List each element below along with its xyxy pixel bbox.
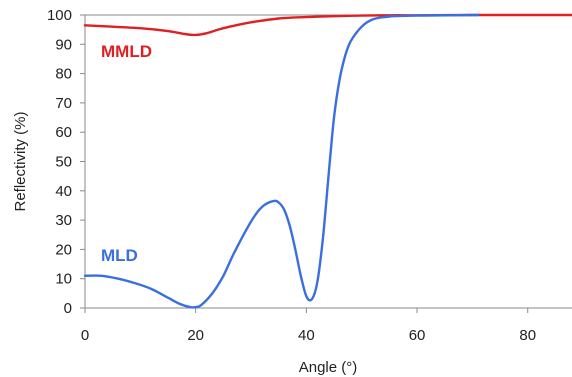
y-tick-label: 30 xyxy=(55,212,72,229)
x-tick-label: 80 xyxy=(519,327,536,344)
axes: 0 10 20 30 40 50 60 70 80 90 100 0 20 40 60 80 xyxy=(47,7,572,344)
y-tick-label: 50 xyxy=(55,154,72,171)
x-tick-label: 0 xyxy=(81,327,89,344)
y-tick-label: 10 xyxy=(55,271,72,288)
series-label-mld: MLD xyxy=(101,246,138,265)
y-tick-label: 0 xyxy=(64,300,72,317)
label-group: Angle (°) Reflectivity (%) MMLD MLD xyxy=(12,42,357,376)
x-tick-label: 20 xyxy=(187,327,204,344)
x-tick-label: 40 xyxy=(298,327,315,344)
y-tick-label: 80 xyxy=(55,66,72,83)
y-axis-title: Reflectivity (%) xyxy=(12,111,29,211)
y-tick-label: 20 xyxy=(55,241,72,258)
x-axis-title: Angle (°) xyxy=(299,359,358,376)
y-tick-label: 100 xyxy=(47,7,72,24)
series-group xyxy=(83,13,572,309)
y-tick-label: 90 xyxy=(55,36,72,53)
y-tick-label: 70 xyxy=(55,95,72,112)
y-tick-label: 40 xyxy=(55,183,72,200)
y-tick-label: 60 xyxy=(55,124,72,141)
series-line-mmld xyxy=(83,13,572,37)
series-label-mmld: MMLD xyxy=(101,42,152,61)
series-line-mld xyxy=(83,13,480,309)
x-tick-label: 60 xyxy=(409,327,426,344)
